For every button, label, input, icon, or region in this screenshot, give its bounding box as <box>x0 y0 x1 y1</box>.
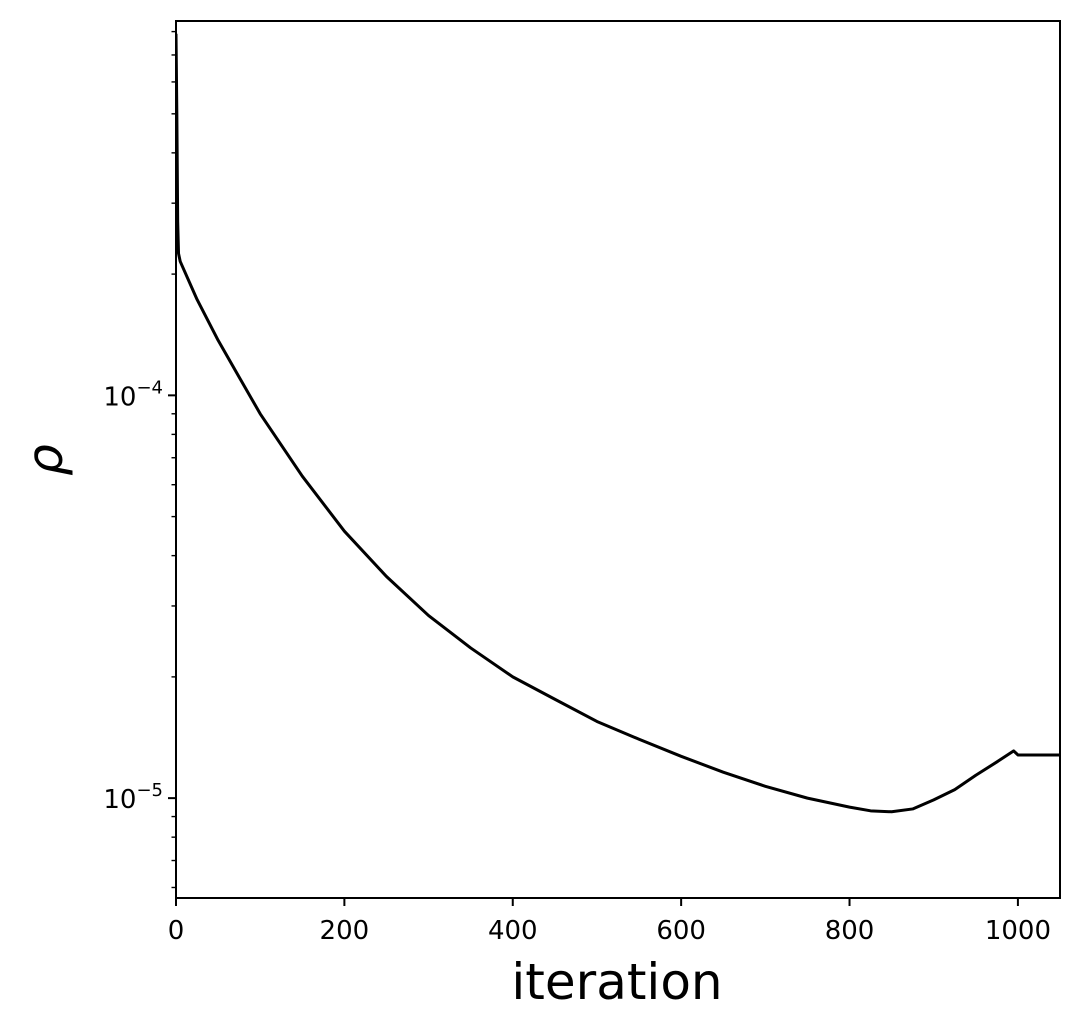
x-tick-label: 600 <box>656 916 706 946</box>
y-tick-label: 10−5 <box>103 780 163 815</box>
x-axis-ticks: 0 200 400 600 800 1000 <box>168 898 1051 946</box>
plot-frame <box>175 20 1061 899</box>
plot-area <box>175 20 1061 899</box>
x-tick-label: 0 <box>168 916 185 946</box>
x-tick-label: 1000 <box>985 916 1051 946</box>
series-line-1 <box>176 33 1060 814</box>
x-tick-label: 800 <box>825 916 875 946</box>
x-axis-title: iteration <box>511 953 722 1011</box>
y-axis-title: ρ <box>16 444 74 476</box>
y-tick-label: 10−4 <box>103 377 163 412</box>
x-tick-label: 400 <box>488 916 538 946</box>
y-axis-ticks: 10−5 10−4 <box>103 30 176 889</box>
x-tick-label: 200 <box>320 916 370 946</box>
